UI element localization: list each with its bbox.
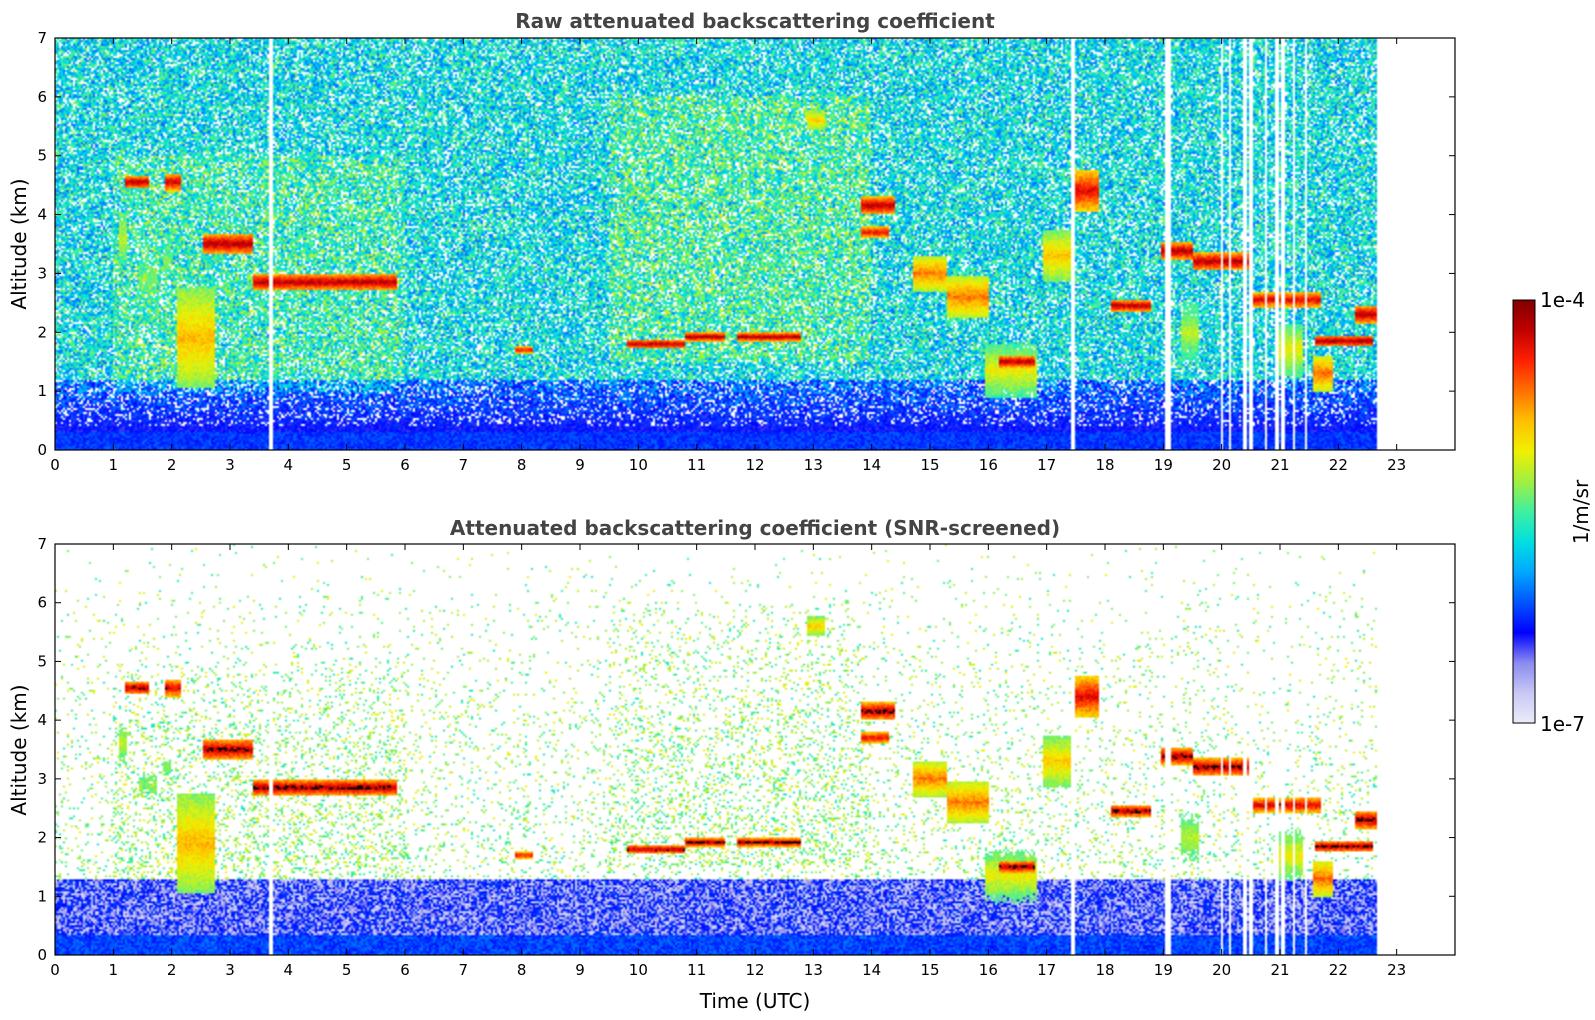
x-tick-label: 7 [459, 961, 469, 979]
colorbar: 1e-4 1e-7 1/m/sr [1512, 288, 1593, 736]
x-tick-label: 13 [804, 456, 823, 474]
x-tick-label: 17 [1037, 961, 1056, 979]
y-tick-label: 7 [37, 535, 47, 553]
x-tick-label: 8 [517, 456, 527, 474]
panel-screened-ylabel: Altitude (km) [7, 684, 31, 815]
panel-screened-yticks: 0 1 2 3 4 5 6 7 [37, 535, 1455, 964]
x-tick-label: 0 [50, 961, 60, 979]
x-tick-label: 16 [979, 456, 998, 474]
x-tick-label: 7 [459, 456, 469, 474]
y-tick-label: 6 [37, 88, 47, 106]
y-tick-label: 1 [37, 887, 47, 905]
x-tick-label: 19 [1154, 961, 1173, 979]
x-tick-label: 9 [575, 456, 585, 474]
x-tick-label: 15 [920, 456, 939, 474]
x-tick-label: 2 [167, 456, 177, 474]
panel-raw-title: Raw attenuated backscattering coefficien… [515, 9, 995, 33]
x-tick-label: 1 [109, 961, 119, 979]
x-tick-label: 14 [862, 456, 881, 474]
x-tick-label: 11 [687, 456, 706, 474]
x-tick-label: 20 [1212, 456, 1231, 474]
x-tick-label: 8 [517, 961, 527, 979]
colorbar-max-label: 1e-4 [1540, 288, 1585, 312]
y-tick-label: 4 [37, 711, 47, 729]
x-tick-label: 6 [400, 456, 410, 474]
x-tick-label: 0 [50, 456, 60, 474]
y-tick-label: 1 [37, 382, 47, 400]
x-tick-label: 9 [575, 961, 585, 979]
panel-screened-xticks: 0 1 2 3 4 5 6 7 8 9 10 11 12 13 14 15 16 17 18 19 20 21 22 23 [50, 544, 1406, 979]
colorbar-unit-label: 1/m/sr [1569, 479, 1593, 544]
x-tick-label: 11 [687, 961, 706, 979]
x-tick-label: 2 [167, 961, 177, 979]
y-tick-label: 0 [37, 441, 47, 459]
x-tick-label: 23 [1387, 456, 1406, 474]
y-tick-label: 4 [37, 206, 47, 224]
x-tick-label: 4 [284, 456, 294, 474]
x-tick-label: 12 [745, 456, 764, 474]
x-tick-label: 15 [920, 961, 939, 979]
x-tick-label: 3 [225, 456, 235, 474]
x-tick-label: 4 [284, 961, 294, 979]
x-tick-label: 23 [1387, 961, 1406, 979]
y-tick-label: 7 [37, 29, 47, 47]
x-tick-label: 17 [1037, 456, 1056, 474]
x-tick-label: 21 [1270, 961, 1289, 979]
x-tick-label: 22 [1329, 456, 1348, 474]
colorbar-min-label: 1e-7 [1540, 712, 1585, 736]
panel-raw-heatmap [55, 38, 1455, 450]
panel-screened-heatmap [55, 544, 1455, 955]
y-tick-label: 3 [37, 264, 47, 282]
panel-raw-ylabel: Altitude (km) [7, 178, 31, 309]
x-tick-label: 1 [109, 456, 119, 474]
x-tick-label: 19 [1154, 456, 1173, 474]
x-tick-label: 12 [745, 961, 764, 979]
y-tick-label: 3 [37, 770, 47, 788]
y-tick-label: 5 [37, 652, 47, 670]
panel-raw-yticks: 0 1 2 3 4 5 6 7 [37, 29, 1455, 459]
x-tick-label: 16 [979, 961, 998, 979]
colorbar-gradient [1512, 299, 1536, 724]
x-tick-label: 5 [342, 456, 352, 474]
y-tick-label: 0 [37, 946, 47, 964]
x-tick-label: 14 [862, 961, 881, 979]
x-tick-label: 21 [1270, 456, 1289, 474]
panel-raw-xticks: 0 1 2 3 4 5 6 7 8 9 10 11 12 13 14 15 16 17 18 19 20 21 22 23 [50, 38, 1406, 474]
y-tick-label: 5 [37, 147, 47, 165]
x-tick-label: 3 [225, 961, 235, 979]
x-tick-label: 10 [629, 456, 648, 474]
x-tick-label: 13 [804, 961, 823, 979]
y-tick-label: 6 [37, 594, 47, 612]
x-tick-label: 18 [1095, 961, 1114, 979]
y-tick-label: 2 [37, 323, 47, 341]
x-tick-label: 20 [1212, 961, 1231, 979]
x-tick-label: 5 [342, 961, 352, 979]
panel-raw: Raw attenuated backscattering coefficien… [7, 9, 1456, 474]
panel-screened-title: Attenuated backscattering coefficient (S… [450, 516, 1060, 540]
panel-screened-xlabel: Time (UTC) [699, 989, 811, 1013]
x-tick-label: 6 [400, 961, 410, 979]
x-tick-label: 22 [1329, 961, 1348, 979]
x-tick-label: 18 [1095, 456, 1114, 474]
y-tick-label: 2 [37, 829, 47, 847]
x-tick-label: 10 [629, 961, 648, 979]
panel-screened: Attenuated backscattering coefficient (S… [7, 516, 1456, 1013]
